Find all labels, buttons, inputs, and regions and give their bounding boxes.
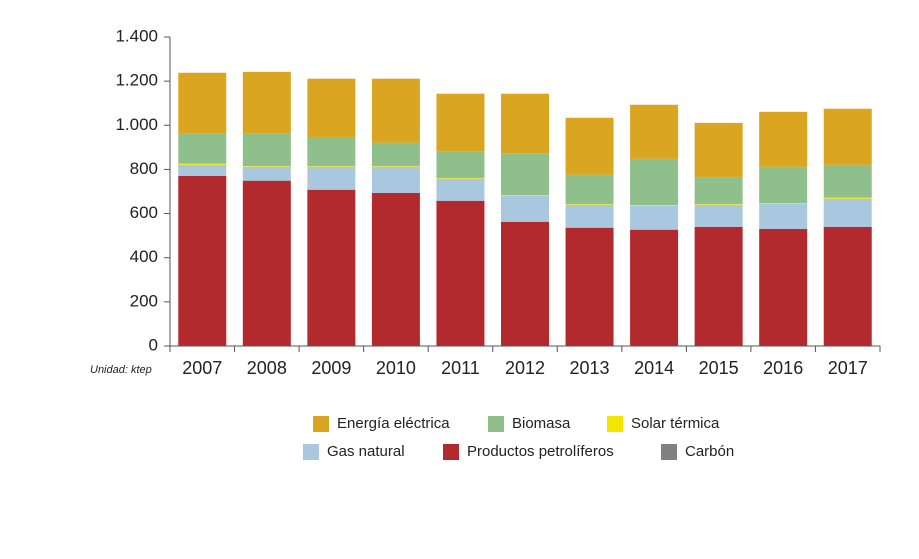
bar-segment (501, 195, 549, 196)
bar-segment (823, 108, 872, 165)
bar-segment (823, 198, 872, 227)
bar-segment (501, 93, 549, 154)
bar-segment (759, 203, 808, 229)
bar-segment (178, 72, 227, 134)
y-tick-label: 0 (149, 335, 158, 354)
bar-segment (759, 228, 808, 346)
y-tick-label: 1.400 (115, 26, 158, 45)
legend-swatch (607, 416, 623, 432)
bar-segment (630, 205, 679, 206)
bar-segment (501, 195, 549, 222)
bar-segment (436, 178, 485, 179)
y-tick-label: 1.000 (115, 115, 158, 134)
bar-segment (630, 158, 679, 206)
bar-segment (371, 166, 420, 193)
bar-segment (565, 117, 614, 175)
bar-segment (759, 203, 808, 204)
bar-segment (242, 71, 291, 134)
bar-segment (565, 227, 614, 346)
x-tick-label: 2015 (699, 358, 739, 378)
unit-label: Unidad: ktep (90, 364, 152, 376)
bar-segment (371, 192, 420, 346)
legend-label: Gas natural (327, 443, 405, 460)
bar-segment (630, 104, 679, 159)
bar-segment (242, 166, 291, 181)
x-tick-label: 2008 (247, 358, 287, 378)
bar-segment (178, 164, 227, 176)
y-tick-label: 200 (130, 291, 158, 310)
x-tick-label: 2016 (763, 358, 803, 378)
bar-segment (371, 142, 420, 167)
legend-swatch (303, 444, 319, 460)
bar-segment (242, 166, 291, 167)
bar-segment (436, 151, 485, 179)
x-tick-label: 2011 (441, 358, 480, 378)
x-tick-label: 2007 (182, 358, 222, 378)
bar-segment (759, 166, 808, 204)
x-tick-label: 2010 (376, 358, 416, 378)
bar-segment (823, 197, 872, 199)
bar-segment (565, 204, 614, 205)
bar-segment (630, 205, 679, 230)
legend-label: Productos petrolíferos (467, 443, 614, 460)
legend-swatch (313, 416, 329, 432)
bar-segment (501, 221, 549, 346)
bar-segment (178, 133, 227, 164)
bar-segment (565, 204, 614, 228)
legend-label: Energía eléctrica (337, 415, 450, 432)
legend-label: Carbón (685, 443, 734, 460)
bar-segment (242, 180, 291, 346)
legend-swatch (661, 444, 677, 460)
bar-segment (694, 204, 743, 205)
bar-segment (178, 175, 227, 346)
bar-segment (307, 137, 356, 167)
bar-segment (436, 93, 485, 152)
legend-label: Solar térmica (631, 415, 720, 432)
bar-segment (630, 229, 679, 346)
x-tick-label: 2009 (311, 358, 351, 378)
bar-segment (307, 189, 356, 346)
bar-segment (823, 164, 872, 198)
bar-segment (565, 174, 614, 205)
bar-segment (694, 177, 743, 205)
legend-swatch (488, 416, 504, 432)
bar-segment (694, 204, 743, 227)
y-tick-label: 600 (130, 203, 158, 222)
bar-segment (371, 166, 420, 167)
bar-segment (371, 78, 420, 143)
bar-segment (501, 153, 549, 196)
bar-segment (307, 166, 356, 190)
bar-segment (307, 78, 356, 138)
bar-segment (307, 166, 356, 167)
x-tick-label: 2013 (570, 358, 610, 378)
bar-segment (694, 122, 743, 178)
bar-segment (436, 200, 485, 346)
y-tick-label: 400 (130, 247, 158, 266)
legend-swatch (443, 444, 459, 460)
y-tick-label: 1.200 (115, 71, 158, 90)
y-tick-label: 800 (130, 159, 158, 178)
bar-segment (178, 163, 227, 165)
x-tick-label: 2014 (634, 358, 674, 378)
bar-segment (823, 226, 872, 346)
bar-segment (436, 178, 485, 201)
bar-segment (242, 133, 291, 167)
bar-segment (694, 226, 743, 346)
x-tick-label: 2012 (505, 358, 545, 378)
bar-segment (759, 111, 808, 167)
legend-label: Biomasa (512, 415, 571, 432)
x-tick-label: 2017 (828, 358, 868, 378)
